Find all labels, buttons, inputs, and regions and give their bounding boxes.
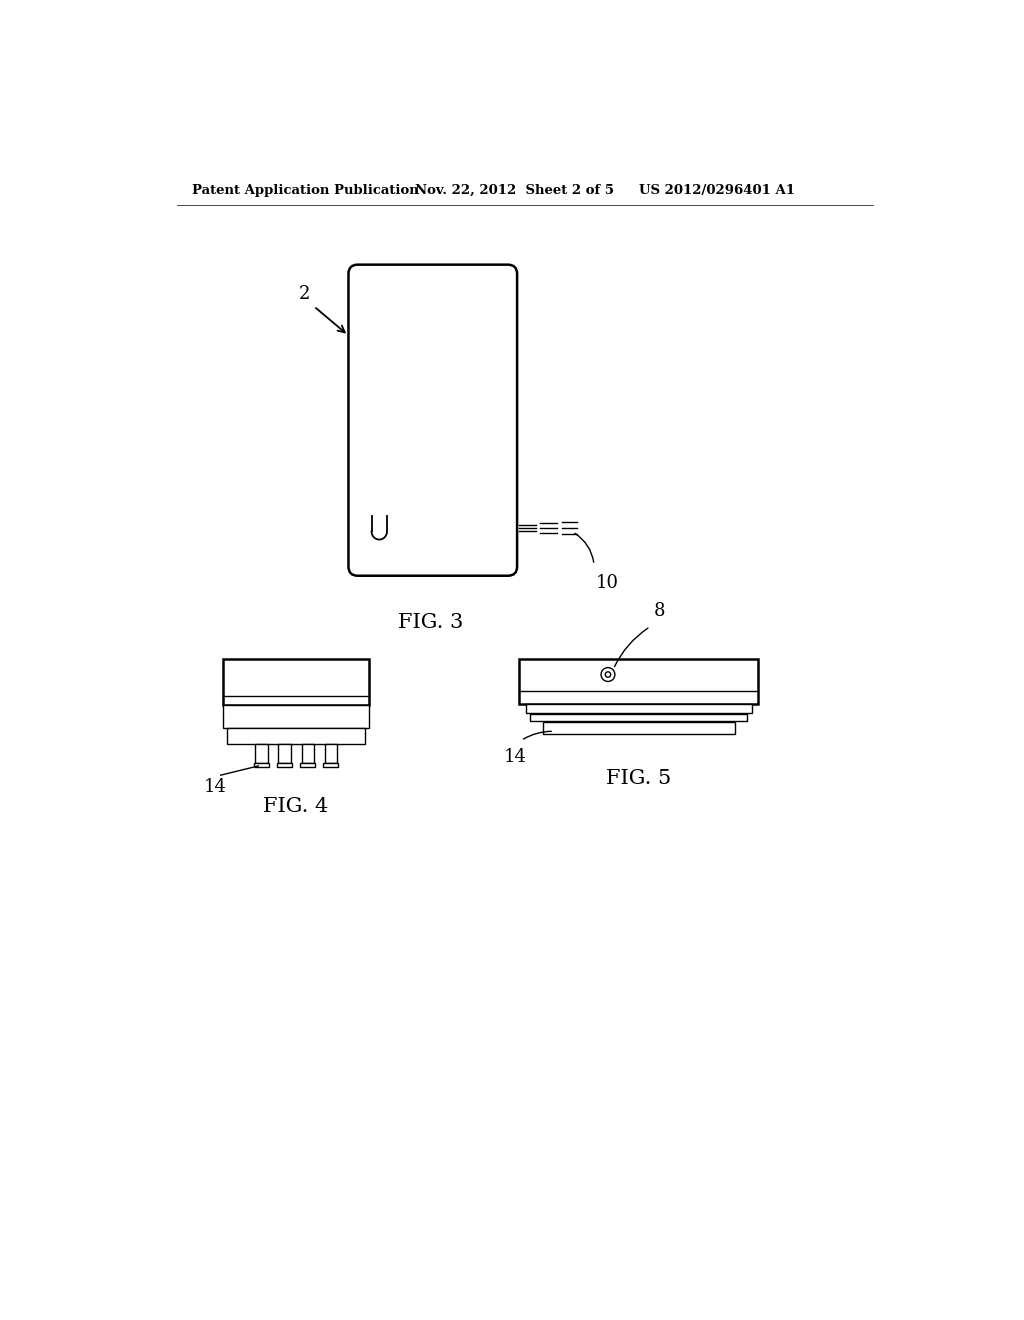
Bar bbox=[396, 523, 400, 527]
Bar bbox=[276, 763, 292, 767]
Text: 14: 14 bbox=[504, 748, 527, 766]
Bar bbox=[325, 743, 337, 763]
Text: 10: 10 bbox=[596, 574, 618, 593]
Bar bbox=[543, 722, 735, 734]
Text: FIG. 4: FIG. 4 bbox=[263, 797, 329, 817]
Bar bbox=[410, 521, 424, 535]
Bar bbox=[359, 564, 506, 572]
Bar bbox=[429, 521, 442, 535]
FancyBboxPatch shape bbox=[348, 264, 517, 576]
Bar bbox=[255, 743, 267, 763]
Bar bbox=[323, 763, 339, 767]
Text: 8: 8 bbox=[654, 602, 666, 620]
Bar bbox=[279, 743, 291, 763]
Text: 14: 14 bbox=[204, 779, 226, 796]
Bar bbox=[223, 659, 370, 705]
Bar bbox=[369, 288, 497, 502]
Bar bbox=[530, 714, 748, 721]
Text: Patent Application Publication: Patent Application Publication bbox=[193, 185, 419, 197]
Text: US 2012/0296401 A1: US 2012/0296401 A1 bbox=[639, 185, 795, 197]
Bar bbox=[223, 705, 370, 729]
Circle shape bbox=[605, 672, 610, 677]
Bar bbox=[525, 704, 752, 713]
Circle shape bbox=[601, 668, 614, 681]
Text: FIG. 3: FIG. 3 bbox=[398, 612, 464, 632]
Bar bbox=[391, 521, 406, 535]
Text: 2: 2 bbox=[299, 285, 310, 304]
Bar bbox=[519, 659, 758, 704]
Text: Nov. 22, 2012  Sheet 2 of 5: Nov. 22, 2012 Sheet 2 of 5 bbox=[416, 185, 614, 197]
Bar bbox=[433, 523, 437, 527]
Bar bbox=[300, 763, 315, 767]
Bar bbox=[301, 743, 313, 763]
Text: FIG. 5: FIG. 5 bbox=[606, 770, 672, 788]
Bar bbox=[254, 763, 269, 767]
Bar bbox=[415, 523, 419, 527]
Bar bbox=[226, 729, 366, 743]
